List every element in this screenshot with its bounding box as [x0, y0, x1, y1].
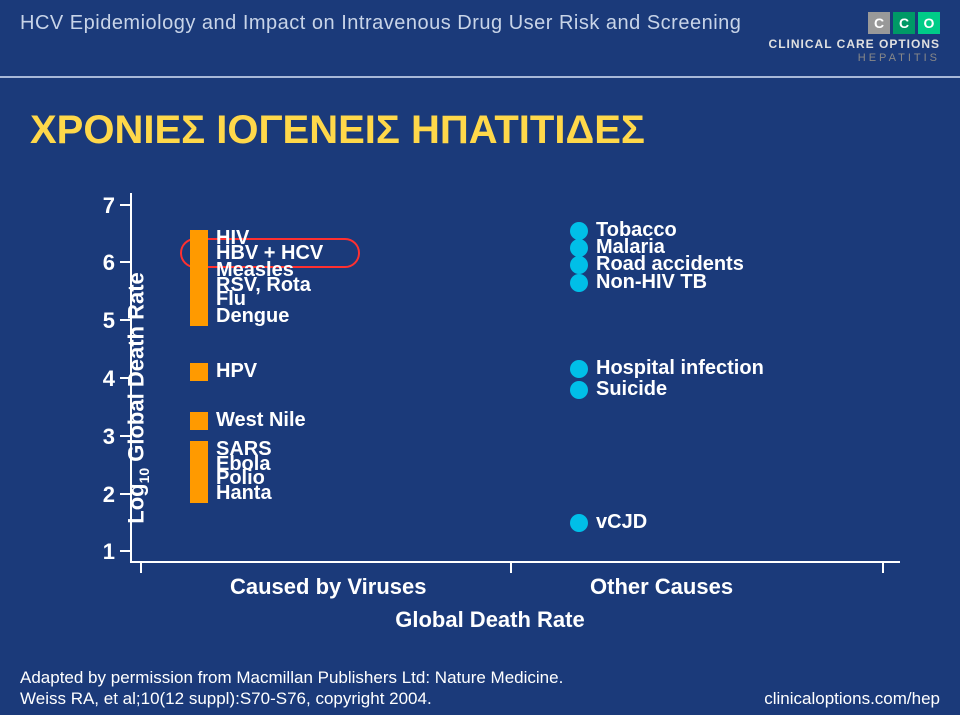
header-branding: C C O CLINICAL CARE OPTIONS HEPATITIS	[769, 12, 940, 64]
slide-title: ΧΡΟΝΙΕΣ ΙΟΓΕΝΕΙΣ ΗΠΑΤΙΤΙΔΕΣ	[0, 78, 960, 168]
data-point-label: vCJD	[596, 511, 647, 534]
data-point	[570, 256, 588, 274]
data-point-label: Suicide	[596, 378, 667, 401]
org-subtitle: HEPATITIS	[769, 52, 940, 64]
data-point	[190, 485, 208, 503]
data-point	[570, 381, 588, 399]
death-rate-chart: Log10 Global Death Rate Global Death Rat…	[60, 178, 920, 618]
data-point-label: West Nile	[216, 409, 306, 432]
y-tick	[120, 377, 130, 379]
data-point	[190, 291, 208, 309]
y-tick-label: 5	[90, 308, 115, 334]
x-tick	[510, 563, 512, 573]
data-point	[190, 412, 208, 430]
data-point	[190, 308, 208, 326]
citation-line1: Adapted by permission from Macmillan Pub…	[20, 667, 563, 688]
logo-icon: C C O	[769, 12, 940, 34]
y-tick-label: 2	[90, 482, 115, 508]
data-point	[570, 239, 588, 257]
y-tick	[120, 493, 130, 495]
y-tick-label: 3	[90, 424, 115, 450]
header-title: HCV Epidemiology and Impact on Intraveno…	[20, 12, 741, 35]
y-tick	[120, 204, 130, 206]
logo-c1: C	[868, 12, 890, 34]
y-axis-line	[130, 193, 132, 563]
data-point	[570, 514, 588, 532]
x-category-label: Other Causes	[590, 574, 733, 600]
citation-text: Adapted by permission from Macmillan Pub…	[20, 667, 563, 710]
data-point	[570, 222, 588, 240]
data-point	[190, 245, 208, 263]
citation-line2: Weiss RA, et al;10(12 suppl):S70-S76, co…	[20, 688, 563, 709]
y-tick	[120, 261, 130, 263]
x-category-label: Caused by Viruses	[230, 574, 426, 600]
data-point	[570, 360, 588, 378]
data-point	[190, 363, 208, 381]
y-tick-label: 7	[90, 193, 115, 219]
logo-c2: C	[893, 12, 915, 34]
data-point-label: HPV	[216, 360, 257, 383]
y-tick-label: 4	[90, 366, 115, 392]
x-tick	[882, 563, 884, 573]
logo-c3: O	[918, 12, 940, 34]
x-axis-label: Global Death Rate	[60, 607, 920, 633]
source-url: clinicaloptions.com/hep	[764, 689, 940, 709]
y-tick	[120, 435, 130, 437]
data-point	[570, 274, 588, 292]
data-point-label: Dengue	[216, 305, 289, 328]
x-axis-line	[130, 561, 900, 563]
data-point-label: Non-HIV TB	[596, 271, 707, 294]
y-tick	[120, 550, 130, 552]
y-axis-label: Log10 Global Death Rate	[124, 272, 152, 524]
x-tick	[140, 563, 142, 573]
page-header: HCV Epidemiology and Impact on Intraveno…	[0, 0, 960, 78]
org-name: CLINICAL CARE OPTIONS	[769, 37, 940, 51]
data-point-label: Hanta	[216, 482, 272, 505]
y-tick-label: 6	[90, 250, 115, 276]
y-tick-label: 1	[90, 539, 115, 565]
y-tick	[120, 319, 130, 321]
